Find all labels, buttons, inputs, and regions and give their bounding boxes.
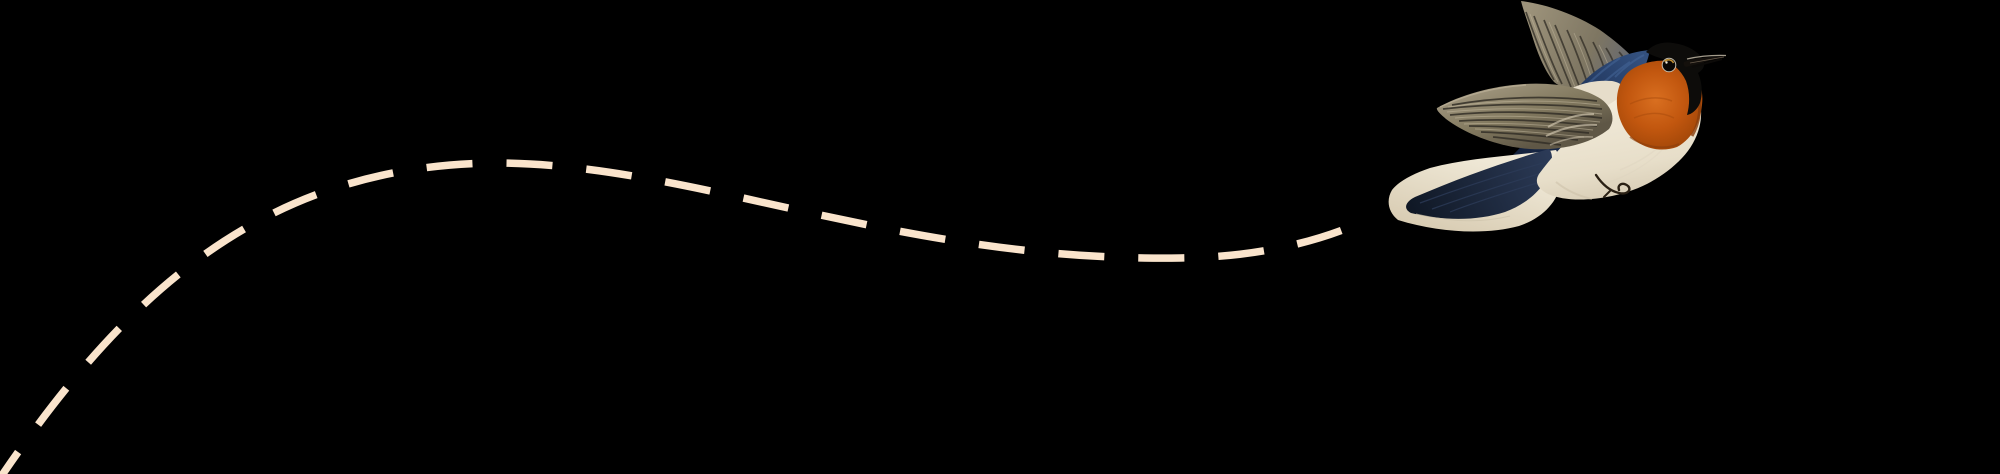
texture-line [1599,149,1663,186]
foot-curl [1594,173,1631,195]
tail-feather-lines [1419,162,1546,213]
feather-line [1548,21,1576,88]
flank-streak [1545,123,1598,137]
bird-head [1646,42,1727,115]
feather-line [1419,162,1544,204]
vent-shade-line [1555,181,1593,200]
feather-line [1449,181,1541,213]
feather-line [1463,122,1594,131]
feather-line [1533,15,1563,85]
feather-line [1431,171,1546,210]
beak-mouth-line [1689,56,1725,64]
bird-eye [1661,57,1677,73]
flank-streak [1549,136,1594,146]
feather-line [1449,111,1603,119]
feather-line [1554,24,1581,89]
tail-tip-line [1415,213,1511,222]
feather-line [1451,96,1598,106]
eye-glint [1665,61,1668,64]
bird-near-wing [1436,83,1613,150]
swallow-bird-illustration [1388,1,1727,232]
eye-amber-crescent [1663,59,1675,64]
feather-line [1447,100,1601,108]
beak-lower-mandible [1691,58,1723,68]
sheen-line [1614,54,1645,78]
feather-line [1529,13,1559,83]
texture-line [1629,97,1673,105]
feather-line [1454,115,1601,123]
feather-line [1442,103,1603,110]
feather-line [1474,128,1585,138]
dashed-flight-path [0,159,1364,474]
near-wing-top-edge [1439,84,1527,108]
foot-toe [1603,190,1611,198]
feather-line [1492,136,1562,146]
bird-chest [1616,60,1703,150]
bird-tail [1388,149,1562,232]
eye-ring [1661,57,1677,73]
bird-foot [1594,173,1631,198]
chest-texture-lines [1629,97,1675,119]
chest-shape [1616,60,1703,150]
bird-flank-streaks [1545,113,1598,146]
tail-dark-fan [1406,149,1553,219]
feather-line [1446,108,1603,115]
feather-line [1525,11,1555,81]
near-wing-feather-lines [1442,96,1603,146]
chest-shadow [1629,136,1680,149]
flank-streak [1547,113,1595,128]
beak-top-highlight [1686,54,1727,60]
feather-line [1468,125,1590,134]
bird-beak [1683,54,1727,68]
texture-line [1633,112,1675,119]
feather-line [1543,19,1572,88]
near-wing-light-lines [1446,100,1603,138]
